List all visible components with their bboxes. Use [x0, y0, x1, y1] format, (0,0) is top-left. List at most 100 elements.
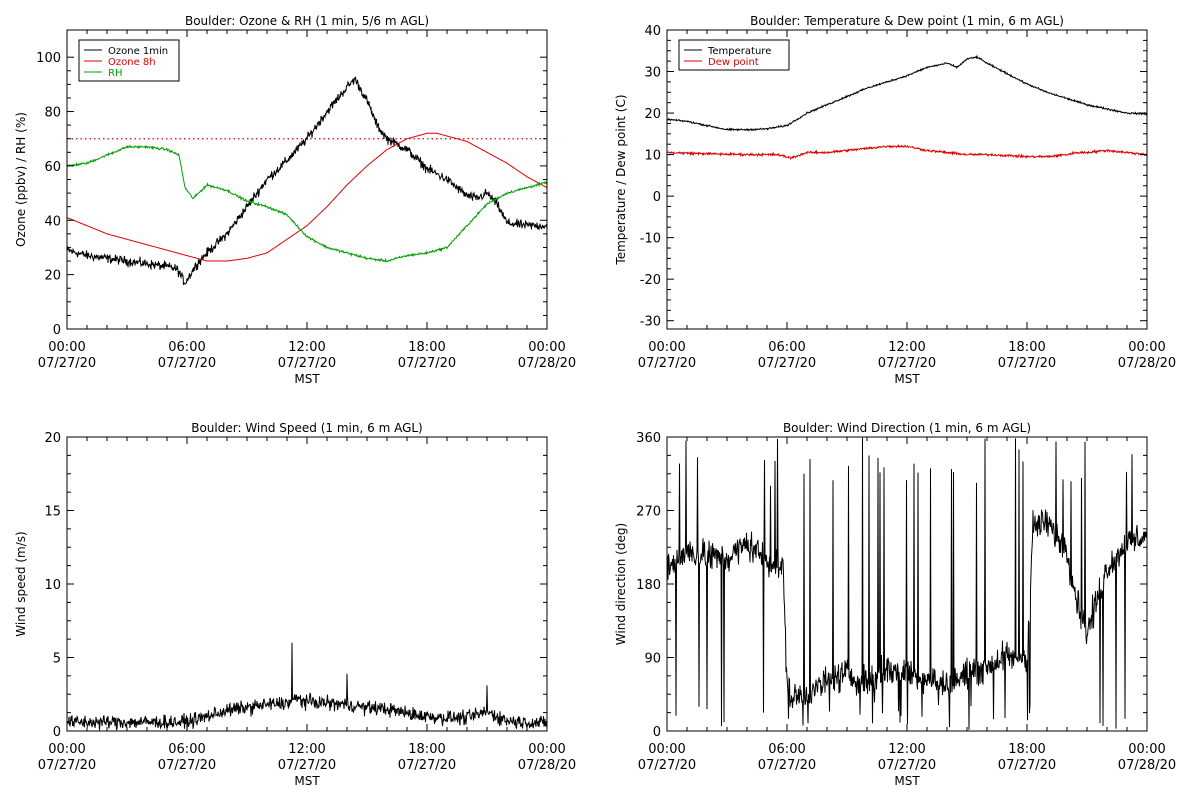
legend-box: [678, 39, 790, 71]
ozone-rh-chart: Boulder: Ozone & RH (1 min, 5/6 m AGL) 0 2…: [14, 14, 576, 386]
y-tick-label: 20: [44, 269, 61, 284]
plot-area: [667, 54, 1147, 160]
x-tick-label-time: 06:00: [168, 742, 205, 757]
series-line-ozone-1min: [67, 76, 547, 285]
plot-area: [67, 76, 547, 285]
series-line-dew-point: [667, 144, 1147, 160]
y-tick-label: 40: [44, 214, 61, 229]
y-axis-label: Wind direction (deg): [614, 523, 628, 645]
y-axis-label: Ozone (ppbv) / RH (%): [14, 112, 28, 247]
x-tick-label-time: 12:00: [888, 742, 925, 757]
y-tick-label: 30: [644, 66, 661, 81]
x-tick-label-time: 00:00: [528, 742, 565, 757]
wind-speed-chart: Boulder: Wind Speed (1 min, 6 m AGL) 0 5 10…: [14, 421, 576, 788]
x-tick-label-date: 07/27/20: [638, 758, 696, 773]
x-tick-label-date: 07/27/20: [398, 356, 456, 371]
x-tick-label-time: 06:00: [768, 742, 805, 757]
legend-label: Ozone 1min: [108, 46, 168, 57]
x-tick-label-time: 12:00: [888, 340, 925, 355]
legend-label: Temperature: [707, 46, 771, 57]
plot-area: [667, 437, 1147, 730]
plot-area: [67, 642, 547, 731]
x-tick-label-date: 07/28/20: [1118, 758, 1176, 773]
y-tick-label: 20: [644, 107, 661, 122]
x-tick-label-date: 07/27/20: [998, 356, 1056, 371]
temperature-dewpoint-chart: Boulder: Temperature & Dew point (1 min,…: [614, 14, 1176, 386]
legend-label: RH: [108, 68, 122, 79]
x-tick-label-date: 07/27/20: [158, 758, 216, 773]
y-tick-label: 15: [44, 505, 61, 520]
series-line-temperature: [667, 54, 1147, 132]
y-tick-label: 40: [644, 24, 661, 39]
y-tick-label: 180: [636, 578, 661, 593]
x-axis-label: MST: [294, 372, 320, 386]
x-tick-label-date: 07/27/20: [758, 758, 816, 773]
x-tick-label-time: 12:00: [288, 340, 325, 355]
y-tick-label: 10: [44, 578, 61, 593]
y-axis-label: Temperature / Dew point (C): [614, 94, 628, 265]
x-tick-label-time: 12:00: [288, 742, 325, 757]
x-tick-label-date: 07/27/20: [398, 758, 456, 773]
series-line-2-0: [67, 642, 547, 731]
y-tick-label: 5: [53, 652, 61, 667]
x-tick-label-date: 07/27/20: [878, 356, 936, 371]
x-tick-label-date: 07/27/20: [38, 356, 96, 371]
x-tick-label-time: 00:00: [528, 340, 565, 355]
y-tick-label: 0: [53, 725, 61, 740]
x-tick-label-time: 18:00: [408, 340, 445, 355]
y-tick-label: 0: [653, 725, 661, 740]
y-tick-label: -10: [640, 232, 661, 247]
x-tick-label-date: 07/27/20: [278, 758, 336, 773]
y-tick-label: -20: [640, 273, 661, 288]
y-tick-label: 60: [44, 160, 61, 175]
x-tick-label-date: 07/27/20: [38, 758, 96, 773]
x-tick-label-date: 07/28/20: [1118, 356, 1176, 371]
y-axis-label: Wind speed (m/s): [14, 531, 28, 636]
series-line-rh: [67, 144, 547, 263]
y-tick-label: 270: [636, 505, 661, 520]
series-line-ozone-8h: [67, 132, 547, 262]
x-tick-label-time: 00:00: [648, 742, 685, 757]
x-axis-label: MST: [294, 774, 320, 788]
x-axis-label: MST: [894, 774, 920, 788]
x-tick-label-time: 00:00: [48, 742, 85, 757]
x-axis-label: MST: [894, 372, 920, 386]
x-tick-label-date: 07/27/20: [158, 356, 216, 371]
x-tick-label-time: 00:00: [648, 340, 685, 355]
y-tick-label: 90: [644, 652, 661, 667]
legend-label: Ozone 8h: [108, 57, 156, 68]
y-tick-label: 80: [44, 106, 61, 121]
y-tick-label: 0: [53, 323, 61, 338]
legend-label: Dew point: [708, 57, 759, 68]
x-tick-label-time: 06:00: [168, 340, 205, 355]
wind-direction-chart: Boulder: Wind Direction (1 min, 6 m AGL)…: [614, 421, 1176, 788]
y-tick-label: 0: [653, 190, 661, 205]
y-tick-label: 20: [44, 431, 61, 446]
series-line-3-0: [667, 437, 1147, 730]
x-tick-label-time: 18:00: [1008, 742, 1045, 757]
chart-title: Boulder: Wind Speed (1 min, 6 m AGL): [191, 421, 423, 435]
chart-title: Boulder: Ozone & RH (1 min, 5/6 m AGL): [185, 14, 429, 28]
x-tick-label-time: 00:00: [1128, 742, 1165, 757]
x-tick-label-date: 07/27/20: [638, 356, 696, 371]
x-tick-label-time: 00:00: [48, 340, 85, 355]
y-tick-label: -30: [640, 315, 661, 330]
y-tick-label: 100: [36, 51, 61, 66]
plot-frame: [66, 436, 548, 732]
y-tick-label: 10: [644, 149, 661, 164]
x-tick-label-time: 00:00: [1128, 340, 1165, 355]
chart-title: Boulder: Wind Direction (1 min, 6 m AGL): [783, 421, 1031, 435]
x-tick-label-date: 07/27/20: [278, 356, 336, 371]
x-tick-label-time: 18:00: [1008, 340, 1045, 355]
x-tick-label-time: 06:00: [768, 340, 805, 355]
x-tick-label-time: 18:00: [408, 742, 445, 757]
x-tick-label-date: 07/28/20: [518, 758, 576, 773]
y-tick-label: 360: [636, 431, 661, 446]
x-tick-label-date: 07/27/20: [878, 758, 936, 773]
x-tick-label-date: 07/27/20: [998, 758, 1056, 773]
x-tick-label-date: 07/28/20: [518, 356, 576, 371]
chart-title: Boulder: Temperature & Dew point (1 min,…: [750, 14, 1064, 28]
